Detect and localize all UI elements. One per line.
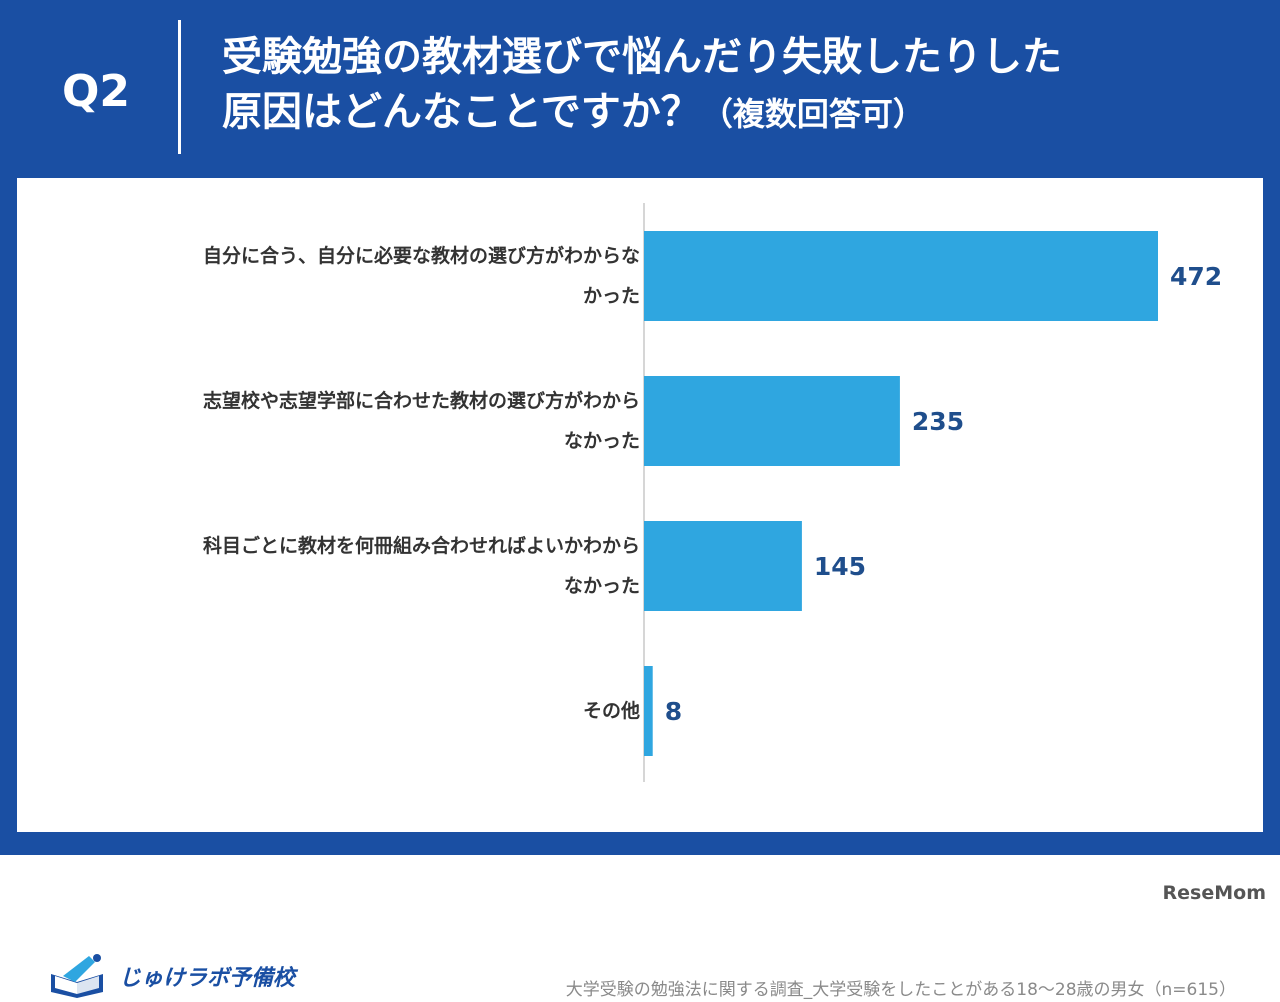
category-label-3-line-1: 科目ごとに教材を何冊組み合わせればよいかわから: [202, 535, 640, 557]
title-note: （複数回答可）: [700, 95, 925, 133]
category-label-3: 科目ごとに教材を何冊組み合わせればよいかわからなかった: [92, 526, 640, 606]
brand-logo: じゅけラボ予備校: [45, 952, 315, 998]
question-number: Q2: [62, 66, 131, 117]
category-label-1: 自分に合う、自分に必要な教材の選び方がわからなかった: [92, 236, 640, 316]
category-label-1-line-1: 自分に合う、自分に必要な教材の選び方がわからな: [202, 245, 640, 267]
site-credit: ReseMom: [1162, 882, 1266, 904]
category-label-4-line-1: その他: [582, 700, 640, 722]
bar-3: [644, 521, 802, 611]
category-label-1-line-2: かった: [582, 285, 640, 307]
book-logo-icon: [51, 954, 103, 998]
data-label-1: 472: [1170, 262, 1222, 291]
data-label-3: 145: [814, 552, 866, 581]
category-label-4: その他: [92, 691, 640, 731]
data-label-4: 8: [665, 697, 682, 726]
category-label-2-line-1: 志望校や志望学部に合わせた教材の選び方がわから: [202, 390, 640, 412]
source-note: 大学受験の勉強法に関する調査_大学受験をしたことがある18～28歳の男女（n=6…: [565, 980, 1236, 1000]
category-label-2: 志望校や志望学部に合わせた教材の選び方がわからなかった: [92, 381, 640, 461]
bar-2: [644, 376, 900, 466]
chart-title: 受験勉強の教材選びで悩んだり失敗したりした 原因はどんなことですか？（複数回答可…: [222, 30, 1242, 142]
logo-text: じゅけラボ予備校: [119, 966, 296, 991]
title-line-2: 原因はどんなことですか？（複数回答可）: [222, 85, 1242, 142]
title-line-2-main: 原因はどんなことですか？: [222, 89, 701, 135]
data-label-2: 235: [912, 407, 964, 436]
category-label-3-line-2: なかった: [563, 575, 640, 597]
chart-panel: 472 235 145 8 自分に合う、自分に必要な教材の選び方がわからなかった志望校…: [17, 178, 1263, 1000]
title-line-1: 受験勉強の教材選びで悩んだり失敗したりした: [222, 34, 1062, 80]
category-label-2-line-2: なかった: [563, 430, 640, 452]
bar-1: [644, 231, 1158, 321]
bar-4: [644, 666, 653, 756]
bar-chart: 472 235 145 8: [643, 203, 1222, 782]
header-divider: [178, 20, 181, 154]
